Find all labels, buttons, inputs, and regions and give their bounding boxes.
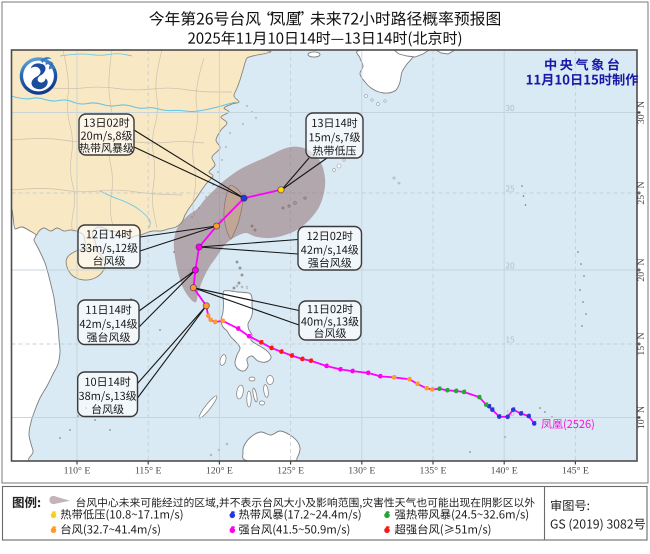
svg-text:125° E: 125° E [277,466,304,477]
svg-text:10° N: 10° N [636,406,647,429]
svg-text:145° E: 145° E [562,466,589,477]
svg-text:140° E: 140° E [491,466,518,477]
svg-text:130° E: 130° E [348,466,375,477]
svg-text:115° E: 115° E [135,466,162,477]
svg-text:135° E: 135° E [419,466,446,477]
svg-text:110° E: 110° E [64,466,91,477]
svg-text:30° N: 30° N [636,101,647,124]
svg-text:25° N: 25° N [636,181,647,204]
svg-text:15° N: 15° N [636,332,647,355]
svg-text:20° N: 20° N [636,258,647,281]
svg-text:120° E: 120° E [206,466,233,477]
